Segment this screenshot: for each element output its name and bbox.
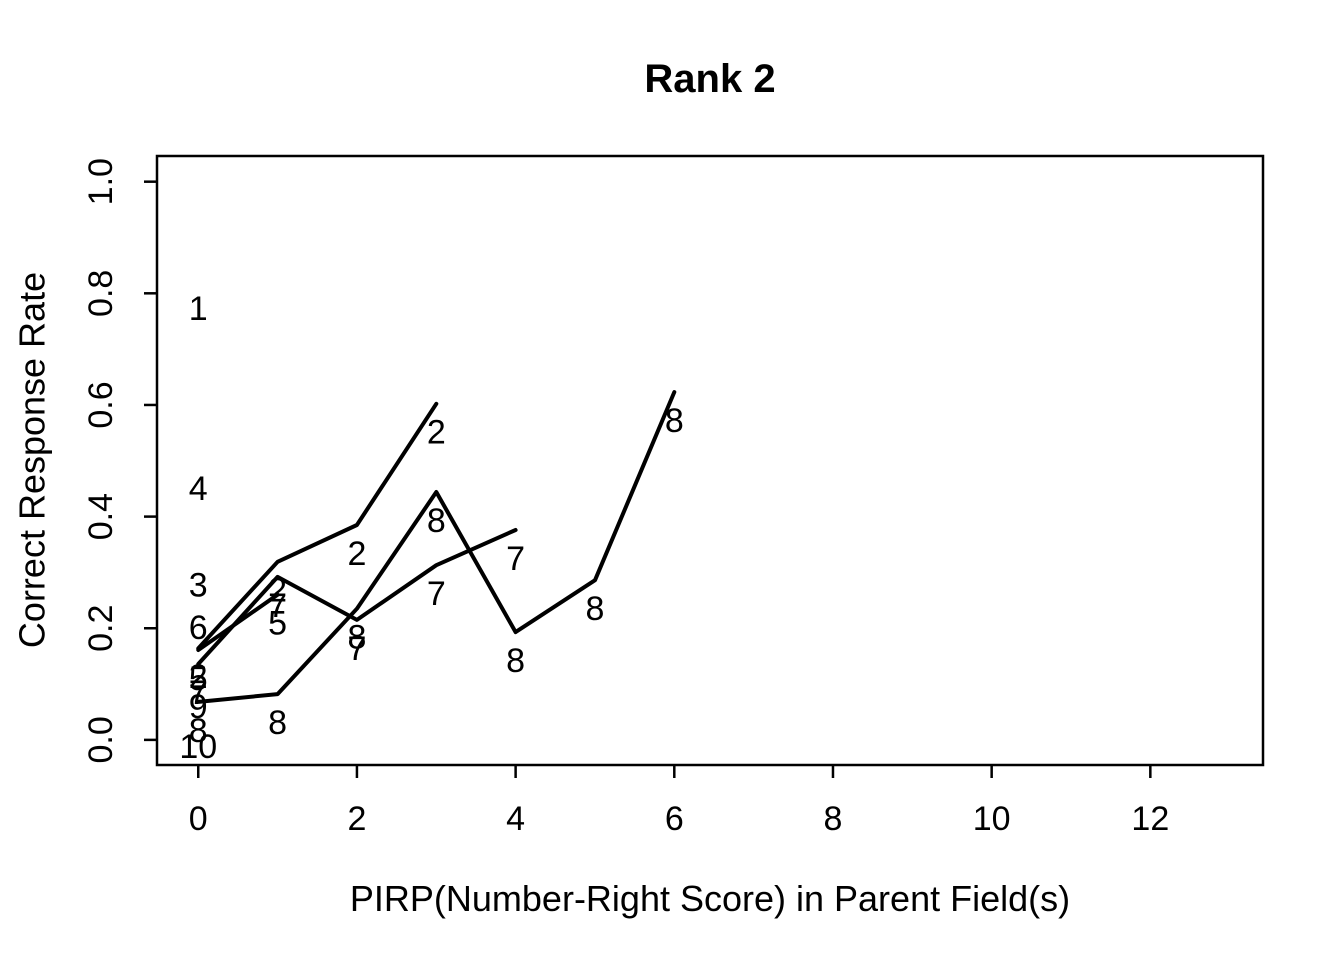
point-label-item-3: 3 xyxy=(189,567,208,605)
point-label-item-2: 2 xyxy=(427,414,446,452)
point-label-item-8: 8 xyxy=(665,402,684,440)
point-label-item-7: 7 xyxy=(506,540,525,578)
y-tick-label: 1.0 xyxy=(82,158,120,205)
x-axis-title: PIRP(Number-Right Score) in Parent Field… xyxy=(350,878,1070,919)
series-line-item-8 xyxy=(196,390,677,704)
chart-title: Rank 2 xyxy=(644,57,775,101)
point-label-item-9: 9 xyxy=(189,688,208,726)
point-label-item-8: 8 xyxy=(506,642,525,680)
point-label-item-7: 7 xyxy=(268,587,287,625)
series-line-item-7 xyxy=(196,528,518,666)
point-label-item-6: 6 xyxy=(189,609,208,647)
series-layer xyxy=(196,390,677,704)
x-tick-label: 12 xyxy=(1131,800,1169,838)
y-tick-label: 0.2 xyxy=(82,605,120,652)
point-label-item-8: 8 xyxy=(189,712,208,750)
y-axis-title: Correct Response Rate xyxy=(12,272,53,648)
y-tick-label: 0.4 xyxy=(82,493,120,540)
x-tick-label: 10 xyxy=(973,800,1011,838)
point-label-item-8: 8 xyxy=(585,590,604,628)
point-label-item-2: 2 xyxy=(347,535,366,573)
point-label-item-4: 4 xyxy=(189,470,208,508)
point-label-item-8: 8 xyxy=(427,502,446,540)
series-line-item-2 xyxy=(196,401,439,651)
x-tick-label: 8 xyxy=(824,800,843,838)
x-tick-label: 6 xyxy=(665,800,684,838)
point-label-item-7: 7 xyxy=(427,575,446,613)
y-tick-label: 0.6 xyxy=(82,381,120,428)
point-label-item-2: 2 xyxy=(189,658,208,696)
x-tick-label: 2 xyxy=(347,800,366,838)
x-tick-label: 0 xyxy=(189,800,208,838)
point-label-item-8: 8 xyxy=(268,704,287,742)
point-label-item-5: 5 xyxy=(189,660,208,698)
y-tick-label: 0.8 xyxy=(82,270,120,317)
axes-layer: 0 2 4 6 8 10 120.00.20.40.60.81.0 xyxy=(82,158,1169,838)
point-label-item-7: 7 xyxy=(347,630,366,668)
y-tick-label: 0.0 xyxy=(82,716,120,763)
x-tick-label: 4 xyxy=(506,800,525,838)
point-label-item-2: 2 xyxy=(268,572,287,610)
plot-border xyxy=(155,154,1265,767)
point-label-item-8: 8 xyxy=(347,619,366,657)
point-label-item-10: 10 xyxy=(179,728,217,766)
point-label-item-7: 7 xyxy=(189,674,208,712)
point-label-item-1: 1 xyxy=(189,290,208,328)
point-label-item-5: 5 xyxy=(268,605,287,643)
